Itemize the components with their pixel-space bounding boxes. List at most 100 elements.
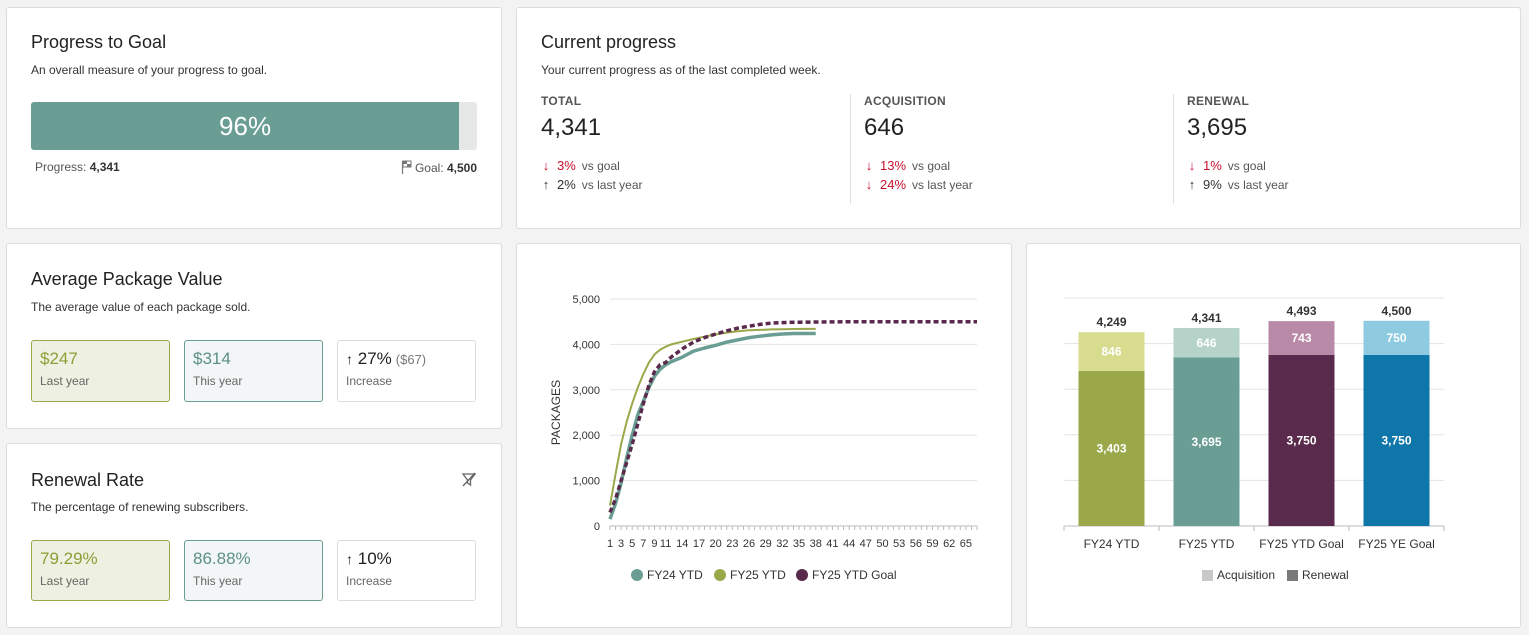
year-delta: 24% bbox=[880, 177, 907, 192]
last-year-value: $247 bbox=[40, 349, 78, 368]
x-tick-label: 41 bbox=[826, 538, 838, 550]
legend-swatch bbox=[796, 569, 808, 581]
flag-icon bbox=[401, 160, 412, 177]
goal-delta: 1% bbox=[1203, 158, 1222, 173]
bar-acquisition-label: 846 bbox=[1101, 345, 1121, 359]
stacked-bar-chart: 3,403 846 4,249 FY24 YTD 3,695 646 4,341 FY25 Y… bbox=[1063, 297, 1445, 582]
vs-last-year-label: vs last year bbox=[1227, 178, 1289, 192]
bar-total-label: 4,341 bbox=[1191, 311, 1221, 325]
year-delta: 2% bbox=[557, 177, 576, 192]
card-subtitle: The percentage of renewing subscribers. bbox=[31, 500, 249, 514]
x-tick-label: 44 bbox=[843, 538, 855, 550]
x-tick-label: 50 bbox=[876, 538, 888, 550]
arrow-up-icon: ↑ bbox=[346, 551, 353, 567]
increase-amount: ($67) bbox=[395, 352, 427, 367]
legend-label: Renewal bbox=[1302, 568, 1349, 582]
metric-label: TOTAL bbox=[541, 94, 582, 108]
y-tick-label: 3,000 bbox=[572, 385, 600, 397]
progress-bar: 96% bbox=[31, 102, 477, 150]
y-tick-label: 5,000 bbox=[572, 294, 600, 306]
vs-goal-label: vs goal bbox=[912, 159, 951, 173]
this-year-label: This year bbox=[193, 574, 243, 588]
x-tick-label: FY25 YTD Goal bbox=[1259, 537, 1343, 551]
bar-chart-card: 3,403 846 4,249 FY24 YTD 3,695 646 4,341 FY25 Y… bbox=[1026, 243, 1521, 628]
progress-percent: 96% bbox=[219, 110, 272, 141]
legend-label: FY25 YTD Goal bbox=[812, 568, 896, 582]
divider bbox=[1173, 94, 1174, 204]
year-delta: 9% bbox=[1203, 177, 1222, 192]
card-title: Average Package Value bbox=[31, 269, 223, 289]
x-tick-label: FY25 YTD bbox=[1179, 537, 1235, 551]
x-tick-label: 17 bbox=[693, 538, 705, 550]
x-tick-label: 62 bbox=[943, 538, 955, 550]
card-title: Renewal Rate bbox=[31, 470, 145, 490]
legend-swatch bbox=[714, 569, 726, 581]
metric-label: RENEWAL bbox=[1187, 94, 1250, 108]
metric-value: 646 bbox=[864, 114, 905, 141]
y-tick-label: 1,000 bbox=[572, 476, 600, 488]
bar-renewal bbox=[1363, 355, 1430, 526]
series-line-fy25-ytd-goal bbox=[608, 319, 977, 514]
bar-renewal bbox=[1078, 370, 1145, 526]
vs-last-year-label: vs last year bbox=[912, 178, 973, 192]
x-tick-label: 7 bbox=[640, 538, 646, 550]
this-year-value: $314 bbox=[193, 349, 231, 368]
bar-renewal-label: 3,403 bbox=[1096, 441, 1126, 455]
x-tick-label: 38 bbox=[810, 538, 822, 550]
x-tick-label: 29 bbox=[760, 538, 772, 550]
bar-total-label: 4,493 bbox=[1286, 304, 1316, 318]
renewal-rate-card: Renewal Rate The percentage of renewing … bbox=[6, 443, 502, 628]
bar-acquisition-label: 743 bbox=[1291, 331, 1311, 345]
legend-label: Acquisition bbox=[1217, 568, 1275, 582]
series-line-fy25-ytd bbox=[609, 327, 816, 506]
arrow-up-icon: ↑ bbox=[542, 177, 550, 192]
increase-value: 10% bbox=[357, 549, 392, 568]
arrow-down-icon: ↓ bbox=[542, 158, 550, 173]
goal-label: Goal: bbox=[414, 161, 444, 175]
legend-swatch bbox=[1287, 570, 1298, 581]
bar-renewal bbox=[1268, 355, 1335, 526]
legend-label: FY24 YTD bbox=[647, 568, 703, 582]
arrow-down-icon: ↓ bbox=[865, 177, 873, 192]
arrow-down-icon: ↓ bbox=[1188, 158, 1196, 173]
y-axis-label: PACKAGES bbox=[549, 380, 563, 445]
bar-acquisition bbox=[1078, 332, 1145, 371]
progress-label: Progress: bbox=[35, 160, 87, 174]
this-year-box: 86.88% This year bbox=[184, 540, 323, 601]
filter-off-icon[interactable] bbox=[461, 472, 477, 493]
bar-total-label: 4,500 bbox=[1381, 304, 1411, 318]
x-tick-label: 56 bbox=[910, 538, 922, 550]
this-year-box: $314 This year bbox=[184, 340, 323, 402]
bar-acquisition bbox=[1268, 321, 1335, 355]
bar-renewal-label: 3,695 bbox=[1191, 435, 1221, 449]
increase-box: ↑ 27% ($67) Increase bbox=[337, 340, 476, 402]
goal-value: Goal: 4,500 bbox=[401, 160, 477, 177]
goal-number: 4,500 bbox=[446, 161, 477, 175]
this-year-label: This year bbox=[193, 374, 243, 388]
x-tick-label: 9 bbox=[651, 538, 657, 550]
x-tick-label: 20 bbox=[710, 538, 722, 550]
card-title: Progress to Goal bbox=[31, 32, 167, 52]
x-tick-label: 65 bbox=[960, 538, 972, 550]
goal-delta: 13% bbox=[880, 158, 907, 173]
bar-acquisition bbox=[1363, 320, 1430, 355]
card-subtitle: Your current progress as of the last com… bbox=[541, 63, 821, 77]
series-line-fy24-ytd bbox=[608, 331, 816, 520]
x-tick-label: FY24 YTD bbox=[1084, 537, 1140, 551]
vs-goal-label: vs goal bbox=[581, 159, 620, 173]
y-tick-label: 2,000 bbox=[572, 430, 600, 442]
progress-number: 4,341 bbox=[89, 160, 120, 174]
card-subtitle: The average value of each package sold. bbox=[31, 300, 251, 314]
line-chart-card: 0 1,000 2,000 3,000 4,000 5,000 1 3 5 7 9 11 14 17 20 2… bbox=[516, 243, 1012, 628]
bar-acquisition-label: 750 bbox=[1386, 331, 1406, 345]
card-title: Current progress bbox=[541, 32, 677, 52]
progress-to-goal-card: Progress to Goal An overall measure of y… bbox=[6, 7, 502, 229]
metric-value: 3,695 bbox=[1187, 114, 1248, 141]
x-tick-label: 5 bbox=[629, 538, 635, 550]
avg-package-card: Average Package Value The average value … bbox=[6, 243, 502, 429]
x-tick-label: 47 bbox=[860, 538, 872, 550]
x-tick-label: 35 bbox=[793, 538, 805, 550]
vs-goal-label: vs goal bbox=[1227, 159, 1266, 173]
last-year-label: Last year bbox=[40, 574, 90, 588]
